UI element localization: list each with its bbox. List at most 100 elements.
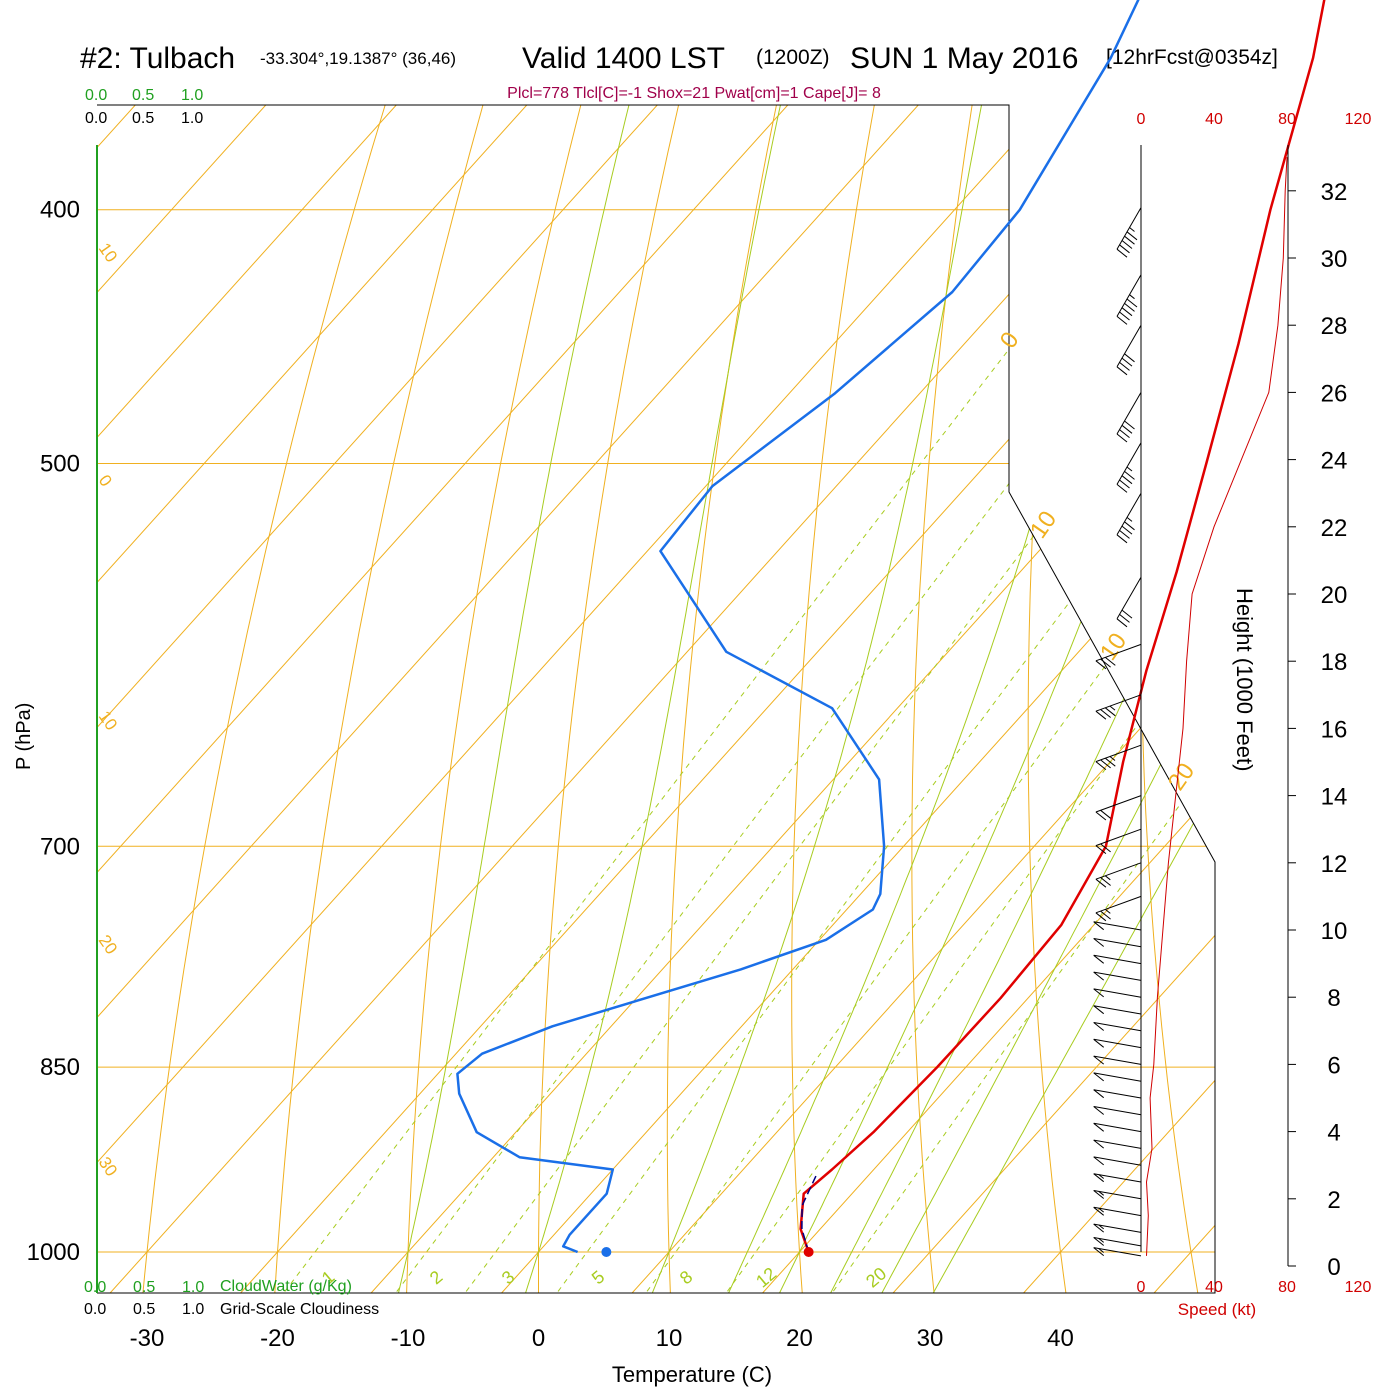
height-tick-label: 30 xyxy=(1321,246,1348,273)
isotherm-label: 10 xyxy=(95,239,121,265)
parcel-path-line xyxy=(801,1175,817,1253)
isotherm-line xyxy=(1153,105,1215,1293)
height-tick-label: 8 xyxy=(1327,985,1340,1012)
dry-adiabat-line xyxy=(1356,0,1400,1340)
wind-barb xyxy=(1093,1038,1142,1049)
x-tick-label: 0 xyxy=(532,1325,545,1352)
x-tick-label: 10 xyxy=(656,1325,683,1352)
profiles xyxy=(456,0,1326,1257)
isotherm-line xyxy=(1285,105,1400,1293)
wind-speed-tick-bottom: 40 xyxy=(1205,1279,1223,1296)
wind-barb xyxy=(1093,1247,1142,1257)
wind-barb xyxy=(1095,795,1142,821)
height-tick-label: 2 xyxy=(1327,1187,1340,1214)
height-tick-label: 18 xyxy=(1321,649,1348,676)
wind-barb xyxy=(1116,274,1142,325)
cloudwater-label: CloudWater (g/Kg) xyxy=(220,1278,352,1295)
wind-barb xyxy=(1093,1089,1142,1099)
moist-adiabat-line xyxy=(906,105,1215,1293)
isotherm-line xyxy=(0,105,5,1293)
wind-barb xyxy=(1093,1206,1142,1217)
x-tick-labels: -30 -20 -10 0 10 20 30 40 xyxy=(130,1325,1074,1352)
height-tick-label: 12 xyxy=(1321,851,1348,878)
isotherm-line xyxy=(97,105,919,1293)
isotherm-line xyxy=(97,105,789,1293)
surface-dewpoint-point xyxy=(601,1247,612,1257)
mixing-ratio-label: 8 xyxy=(676,1267,697,1289)
dry-adiabat-line xyxy=(911,105,1067,1293)
mixing-ratio-line xyxy=(634,209,1215,1293)
mixing-ratio-line xyxy=(715,209,1215,1293)
dry-adiabat-line xyxy=(1027,105,1154,1293)
mixing-ratio-line xyxy=(384,209,1215,1293)
isotherm-label: 30 xyxy=(95,1153,121,1179)
wind-barb xyxy=(1095,643,1142,670)
x-tick-label: 30 xyxy=(917,1325,944,1352)
x-tick-label: -30 xyxy=(130,1325,165,1352)
height-tick-label: 10 xyxy=(1321,918,1348,945)
moist-adiabat-line xyxy=(510,105,907,1293)
top-cloudwater-tick: 0.5 xyxy=(132,87,154,104)
dry-adiabat-line xyxy=(538,105,807,1293)
wind-barb xyxy=(1095,895,1142,922)
wind-barb xyxy=(1095,828,1142,854)
wind-barb xyxy=(1093,988,1142,998)
mixing-ratio-label: 20 xyxy=(862,1263,890,1291)
background-lines xyxy=(0,0,1400,1340)
dry-adiabat-line xyxy=(138,105,546,1293)
isotherm-label: 10 xyxy=(1025,506,1062,543)
isotherm-label: 0 xyxy=(995,327,1025,353)
isotherm-line xyxy=(97,105,397,1293)
plot-frame xyxy=(97,104,1216,1294)
wind-barb xyxy=(1093,1106,1142,1116)
dry-adiabat-line xyxy=(1140,105,1215,1293)
height-tick-label: 6 xyxy=(1327,1052,1340,1079)
wind-barb xyxy=(1093,921,1142,931)
pressure-tick-label: 500 xyxy=(40,451,80,478)
wind-speed-tick-top: 40 xyxy=(1205,111,1223,128)
bottom-cloud-scales: 0.0 0.5 1.0 CloudWater (g/Kg) 0.0 0.5 1.… xyxy=(84,1278,379,1318)
dewpoint-profile-line xyxy=(456,0,1140,1254)
isotherm-line xyxy=(762,105,1215,1293)
top-cloud-scales: 0.0 0.5 1.0 0.0 0.5 1.0 xyxy=(85,87,203,127)
wind-speed-profile xyxy=(1145,157,1288,1256)
valid-zulu: (1200Z) xyxy=(756,46,830,69)
dry-adiabat-line xyxy=(271,105,633,1293)
bottom-cloudiness-tick: 1.0 xyxy=(182,1301,204,1318)
dry-adiabat-line xyxy=(791,105,980,1293)
top-cloudiness-tick: 1.0 xyxy=(181,110,203,127)
bottom-cloudwater-tick: 0.5 xyxy=(133,1279,155,1296)
wind-barb xyxy=(1093,1237,1142,1247)
pressure-tick-labels: 2503004005007008501000 xyxy=(27,197,80,1266)
isotherm-line xyxy=(109,105,1180,1293)
mixing-ratio-line xyxy=(821,209,1215,1293)
valid-date: SUN 1 May 2016 xyxy=(850,42,1078,75)
mixing-ratio-label: 12 xyxy=(752,1263,780,1291)
stability-indices: Plcl=778 Tlcl[C]=-1 Shox=21 Pwat[cm]=1 C… xyxy=(507,85,881,102)
height-tick-label: 14 xyxy=(1321,784,1348,811)
wind-speed-tick-bottom: 120 xyxy=(1345,1279,1372,1296)
wind-barb xyxy=(1116,442,1142,493)
moist-adiabat-line xyxy=(856,105,1215,1293)
wind-barb xyxy=(1116,392,1142,443)
isotherm-label: 10 xyxy=(95,707,121,733)
wind-barb xyxy=(1093,1055,1142,1065)
pressure-tick-label: 850 xyxy=(40,1054,80,1081)
wind-barb xyxy=(1093,1223,1142,1233)
isotherm-line xyxy=(97,105,267,1293)
bottom-cloudwater-tick: 0.0 xyxy=(84,1279,106,1296)
valid-time: Valid 1400 LST xyxy=(522,42,725,75)
wind-barb xyxy=(1093,971,1142,981)
isotherm-line xyxy=(1023,105,1215,1293)
isotherm-line xyxy=(97,105,658,1293)
wind-barbs xyxy=(1093,207,1142,1257)
isotherm-line xyxy=(97,105,1050,1293)
wind-barb xyxy=(1116,576,1142,628)
wind-barb xyxy=(1093,954,1142,965)
mixing-ratio-line xyxy=(545,209,1215,1293)
height-tick-label: 24 xyxy=(1321,448,1348,475)
wind-speed-tick-top: 0 xyxy=(1137,111,1146,128)
bottom-cloudiness-tick: 0.0 xyxy=(84,1301,106,1318)
